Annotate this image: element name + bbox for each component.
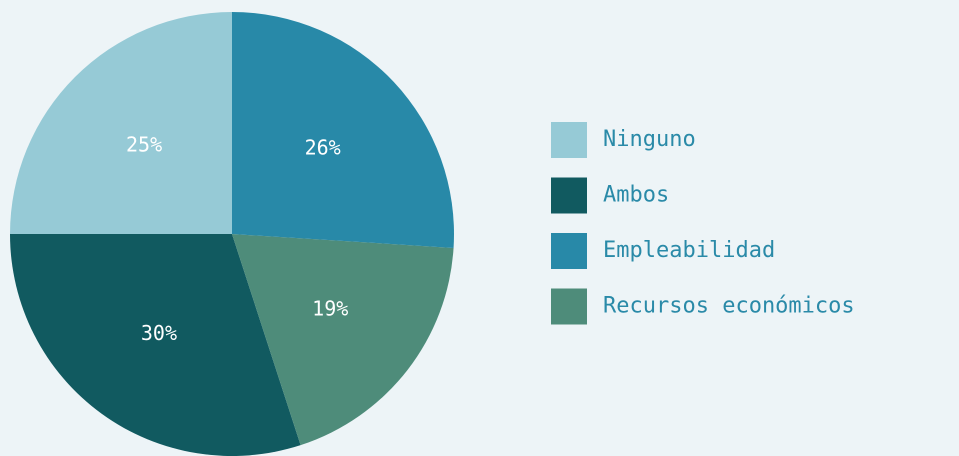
slice-label: 25% (126, 133, 162, 157)
legend-label: Recursos económicos (603, 294, 855, 319)
slice-label: 19% (312, 297, 348, 321)
slice-label: 26% (305, 135, 341, 159)
pie-slice (10, 234, 301, 456)
pie-slice (10, 12, 232, 234)
legend-swatch (551, 177, 587, 214)
slice-label: 30% (141, 321, 177, 345)
legend-label: Ambos (603, 183, 669, 208)
legend-label: Ninguno (603, 127, 696, 152)
pie-slice (232, 11, 454, 248)
legend-swatch (551, 233, 587, 269)
legend-label: Empleabilidad (603, 238, 775, 263)
legend-swatch (551, 288, 587, 325)
legend-swatch (551, 122, 587, 158)
pie-slice (232, 234, 454, 446)
